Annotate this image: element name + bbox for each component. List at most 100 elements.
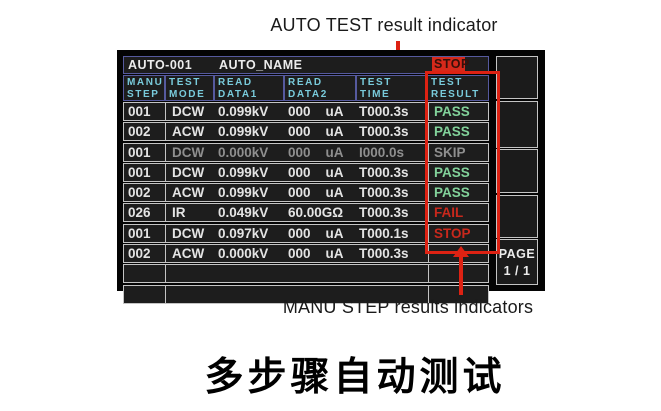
manu-step-annotation-label: MANU STEP results indicators	[282, 297, 534, 317]
read-data1-cell: 0.000kV	[218, 246, 269, 262]
manu-step-cell: 001	[124, 143, 166, 161]
read-data2-cell: 000 uA	[288, 124, 344, 140]
test-result-cell: STOP	[428, 224, 488, 242]
test-time-cell: T000.3s	[359, 124, 409, 140]
test-result-cell: FAIL	[428, 204, 488, 222]
read-data2-cell: 60.00GΩ	[288, 205, 344, 221]
table-header-cell: TEST RESULT	[427, 75, 489, 101]
manu-step-cell: 002	[124, 184, 166, 202]
test-time-cell: T000.3s	[359, 164, 409, 180]
read-data1-cell: 0.097kV	[218, 225, 269, 241]
test-mode-cell	[166, 265, 215, 282]
manu-step-cell: 002	[124, 123, 166, 141]
table-row	[123, 284, 489, 304]
test-mode-cell: DCW	[172, 225, 205, 241]
caption-title: 多步骤自动测试	[204, 356, 506, 399]
table-row: 002 ACW 0.099kV 000 uA T000.3s PASS	[123, 122, 489, 142]
header-line1: TEST	[431, 77, 463, 88]
page-label: PAGE	[498, 247, 536, 261]
manu-step-cell: 001	[124, 103, 166, 120]
table-header-cell: TEST MODE	[165, 75, 214, 101]
read-data1-cell: 0.049kV	[218, 205, 269, 221]
up-arrow-shaft	[459, 256, 463, 295]
table-row: 002 ACW 0.000kV 000 uA T000.3s	[123, 244, 489, 264]
softkey-cell	[496, 100, 538, 148]
read-data2-cell: 000 uA	[288, 246, 344, 262]
auto-test-table: AUTO-001 AUTO_NAME STOP MANU STEP TEST M…	[123, 56, 489, 304]
up-arrow-head-icon	[453, 246, 469, 257]
header-line2: DATA1	[218, 89, 258, 100]
manu-step-cell	[124, 265, 166, 283]
test-result-cell: PASS	[428, 184, 488, 202]
test-time-cell: T000.1s	[359, 225, 409, 241]
table-row: 001 DCW 0.099kV 000 uA T000.3s PASS	[123, 102, 489, 121]
header-line2: TIME	[360, 89, 391, 100]
test-mode-cell: DCW	[172, 144, 205, 160]
test-mode-cell: DCW	[172, 164, 205, 180]
test-mode-cell: ACW	[172, 246, 205, 262]
read-data1-cell: 0.099kV	[218, 164, 269, 180]
header-line1: TEST	[360, 77, 392, 88]
header-line2: STEP	[127, 89, 160, 100]
read-data1-cell: 0.099kV	[218, 185, 269, 201]
read-data2-cell: 000 uA	[288, 104, 344, 119]
softkey-panel: PAGE 1 / 1	[496, 56, 538, 285]
table-header-cell: MANU STEP	[123, 75, 165, 101]
test-mode-cell: ACW	[172, 185, 205, 201]
test-result-cell: SKIP	[428, 143, 488, 161]
test-time-cell	[357, 265, 428, 282]
manu-step-cell	[124, 285, 166, 303]
page-indicator: PAGE 1 / 1	[496, 239, 538, 285]
header-line2: DATA2	[288, 89, 328, 100]
test-time-cell: T000.3s	[359, 246, 409, 262]
test-time-cell: T000.3s	[359, 185, 409, 201]
program-id: AUTO-001	[128, 58, 193, 72]
table-header-cell: READ DATA2	[284, 75, 356, 101]
softkey-cell	[496, 56, 538, 99]
table-row: 002 ACW 0.099kV 000 uA T000.3s PASS	[123, 183, 489, 203]
test-mode-cell: IR	[172, 205, 186, 221]
manu-step-cell: 001	[124, 163, 166, 181]
read-data2-cell: 000 uA	[288, 164, 344, 180]
softkey-cell	[496, 149, 538, 193]
test-mode-cell	[166, 286, 215, 303]
manu-step-cell: 002	[124, 245, 166, 263]
title-bar: AUTO-001 AUTO_NAME STOP	[123, 56, 489, 74]
test-result-cell	[428, 265, 488, 283]
header-line1: READ	[288, 77, 323, 88]
read-data2-cell: 000 uA	[288, 225, 344, 241]
table-row: 001 DCW 0.000kV 000 uA I000.0s SKIP	[123, 142, 489, 162]
test-time-cell: T000.3s	[359, 205, 409, 221]
test-time-cell: I000.0s	[359, 144, 405, 160]
read-data1-cell: 0.099kV	[218, 104, 269, 119]
program-name: AUTO_NAME	[219, 58, 303, 72]
header-line1: READ	[218, 77, 253, 88]
read-data2-cell: 000 uA	[288, 144, 344, 160]
table-header-row: MANU STEP TEST MODE READ DATA1 READ DATA…	[123, 75, 489, 101]
test-result-cell: PASS	[428, 103, 488, 120]
read-data2-cell: 000 uA	[288, 185, 344, 201]
table-header-cell: TEST TIME	[356, 75, 427, 101]
table-body: 001 DCW 0.099kV 000 uA T000.3s PASS 002 …	[123, 102, 489, 304]
auto-test-status-badge: STOP	[432, 57, 470, 72]
test-result-cell: PASS	[428, 123, 488, 141]
test-mode-cell: ACW	[172, 124, 205, 140]
instrument-screen: AUTO-001 AUTO_NAME STOP MANU STEP TEST M…	[117, 50, 545, 304]
table-header-cell: READ DATA1	[214, 75, 284, 101]
softkey-cell	[496, 194, 538, 238]
test-mode-cell: DCW	[172, 104, 205, 119]
manu-step-cell: 026	[124, 204, 166, 222]
table-row: 026 IR 0.049kV 60.00GΩ T000.3s FAIL	[123, 203, 489, 223]
test-result-cell: PASS	[428, 163, 488, 181]
header-line2: MODE	[169, 89, 206, 100]
read-data2-cell	[285, 265, 357, 282]
page-value: 1 / 1	[503, 264, 531, 278]
read-data1-cell: 0.099kV	[218, 124, 269, 140]
read-data1-cell: 0.000kV	[218, 144, 269, 160]
header-line2: RESULT	[431, 89, 480, 100]
header-line1: MANU	[127, 77, 164, 88]
test-result-cell	[428, 285, 488, 303]
test-time-cell: T000.3s	[359, 104, 409, 119]
table-row: 001 DCW 0.097kV 000 uA T000.1s STOP	[123, 223, 489, 243]
